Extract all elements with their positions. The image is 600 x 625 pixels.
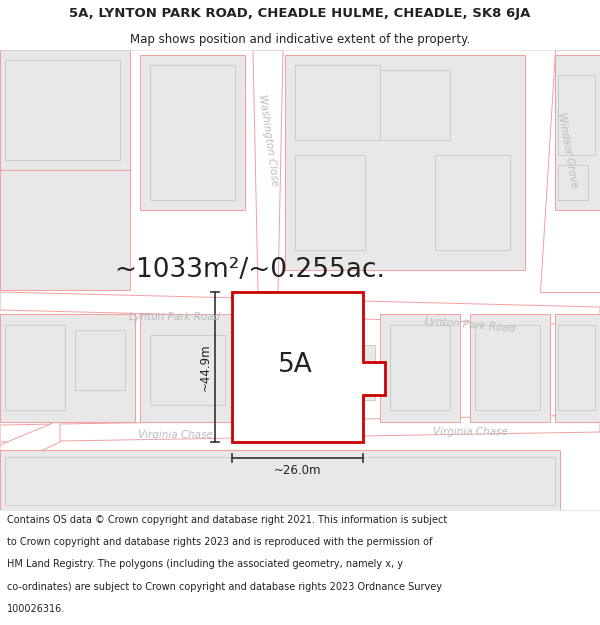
Text: Lynton Park Road: Lynton Park Road (130, 312, 221, 322)
Bar (355, 345, 375, 370)
Text: 5A: 5A (278, 352, 313, 378)
Bar (390, 325, 450, 410)
Text: ~26.0m: ~26.0m (274, 464, 321, 476)
Bar (558, 325, 595, 410)
Bar (140, 55, 245, 210)
Bar (470, 314, 550, 422)
Polygon shape (540, 50, 600, 292)
Text: 5A, LYNTON PARK ROAD, CHEADLE HULME, CHEADLE, SK8 6JA: 5A, LYNTON PARK ROAD, CHEADLE HULME, CHE… (70, 8, 530, 21)
Bar (258, 320, 323, 360)
Bar (295, 155, 365, 250)
Bar (295, 65, 380, 140)
Bar (555, 314, 600, 422)
Bar (0, 50, 130, 290)
Bar (355, 378, 375, 400)
Text: ~1033m²/~0.255ac.: ~1033m²/~0.255ac. (115, 257, 386, 283)
Text: Windsor Grove: Windsor Grove (556, 111, 580, 189)
Polygon shape (0, 415, 600, 442)
Text: to Crown copyright and database rights 2023 and is reproduced with the permissio: to Crown copyright and database rights 2… (7, 537, 433, 547)
Bar (380, 70, 450, 140)
Text: HM Land Registry. The polygons (including the associated geometry, namely x, y: HM Land Registry. The polygons (includin… (7, 559, 403, 569)
Text: Contains OS data © Crown copyright and database right 2021. This information is : Contains OS data © Crown copyright and d… (7, 514, 448, 524)
Bar (558, 75, 595, 155)
Text: Map shows position and indicative extent of the property.: Map shows position and indicative extent… (130, 32, 470, 46)
Bar (435, 155, 510, 250)
Text: ~44.9m: ~44.9m (199, 343, 212, 391)
Bar (5, 60, 120, 160)
Text: 100026316.: 100026316. (7, 604, 65, 614)
Bar (285, 55, 525, 270)
Polygon shape (0, 420, 60, 470)
Bar (555, 55, 600, 210)
Bar (150, 335, 225, 405)
Text: co-ordinates) are subject to Crown copyright and database rights 2023 Ordnance S: co-ordinates) are subject to Crown copyr… (7, 582, 442, 592)
Text: Lynton Park Road: Lynton Park Road (424, 316, 516, 334)
Polygon shape (0, 292, 600, 325)
Bar (140, 314, 240, 422)
Bar (5, 457, 555, 505)
Bar (5, 325, 65, 410)
Bar (150, 65, 235, 200)
Bar (475, 325, 540, 410)
Bar (380, 314, 460, 422)
Bar (558, 165, 588, 200)
Bar (0, 314, 135, 422)
Text: Washington Close: Washington Close (257, 93, 280, 187)
Polygon shape (232, 292, 385, 442)
Bar (0, 450, 560, 510)
Text: Virginia Chase: Virginia Chase (433, 427, 508, 437)
Text: Virginia Chase: Virginia Chase (137, 430, 212, 440)
Bar (75, 330, 125, 390)
Polygon shape (253, 50, 283, 292)
